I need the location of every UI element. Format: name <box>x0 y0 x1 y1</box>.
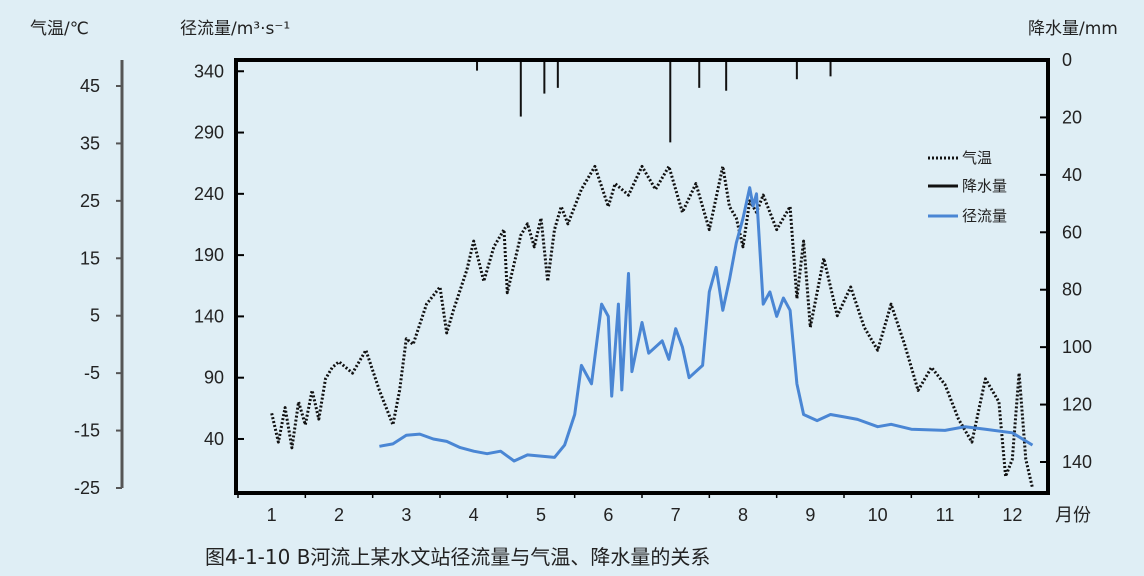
precipitation-tick-label: 40 <box>1062 165 1082 185</box>
temperature-tick-label: 25 <box>80 191 100 211</box>
legend-runoff: 径流量 <box>962 207 1007 225</box>
month-tick-label: 2 <box>334 505 344 525</box>
month-tick-label: 12 <box>1002 505 1022 525</box>
runoff-tick-label: 190 <box>194 245 224 265</box>
month-tick-label: 4 <box>469 505 479 525</box>
runoff-axis-label: 径流量/m³·s⁻¹ <box>180 19 290 39</box>
temperature-axis-label: 气温/℃ <box>30 19 89 39</box>
month-tick-label: 6 <box>603 505 613 525</box>
month-tick-label: 10 <box>868 505 888 525</box>
runoff-tick-label: 290 <box>194 123 224 143</box>
plot-frame <box>234 58 1050 495</box>
runoff-tick-label: 40 <box>204 429 224 449</box>
precipitation-tick-label: 140 <box>1062 452 1092 472</box>
temperature-line <box>270 164 1034 489</box>
precipitation-tick-label: 0 <box>1062 50 1072 70</box>
month-tick-label: 9 <box>805 505 815 525</box>
month-tick-label: 8 <box>738 505 748 525</box>
precipitation-tick-label: 120 <box>1062 395 1092 415</box>
runoff-line <box>379 186 1034 463</box>
precipitation-tick-label: 60 <box>1062 222 1082 242</box>
temperature-tick-label: 45 <box>80 76 100 96</box>
precipitation-tick-label: 20 <box>1062 107 1082 127</box>
precipitation-tick-label: 100 <box>1062 337 1092 357</box>
figure-caption: 图4-1-10 B河流上某水文站径流量与气温、降水量的关系 <box>205 545 710 569</box>
month-tick-label: 7 <box>671 505 681 525</box>
temperature-tick-label: 5 <box>90 306 100 326</box>
temperature-tick-label: 15 <box>80 248 100 268</box>
legend: 气温 降水量 径流量 <box>928 149 1007 225</box>
precipitation-axis-label: 降水量/mm <box>1028 19 1118 39</box>
runoff-tick-label: 90 <box>204 368 224 388</box>
month-tick-label: 3 <box>401 505 411 525</box>
temperature-tick-label: -15 <box>74 421 100 441</box>
precipitation-tick-label: 80 <box>1062 280 1082 300</box>
month-unit-label: 月份 <box>1055 505 1091 525</box>
legend-temperature: 气温 <box>962 149 992 167</box>
temperature-tick-label: -25 <box>74 478 100 498</box>
legend-precipitation: 降水量 <box>962 177 1007 195</box>
series-layer <box>270 164 1034 489</box>
temperature-tick-label: 35 <box>80 133 100 153</box>
temperature-tick-label: -5 <box>84 363 100 383</box>
tick-layer: 453525155-5-15-2534029024019014090400204… <box>74 50 1092 525</box>
month-tick-label: 5 <box>536 505 546 525</box>
runoff-tick-label: 340 <box>194 61 224 81</box>
month-tick-label: 1 <box>267 505 277 525</box>
month-tick-label: 11 <box>936 505 955 525</box>
precipitation-bars <box>476 62 832 143</box>
runoff-tick-label: 140 <box>194 306 224 326</box>
runoff-tick-label: 240 <box>194 184 224 204</box>
